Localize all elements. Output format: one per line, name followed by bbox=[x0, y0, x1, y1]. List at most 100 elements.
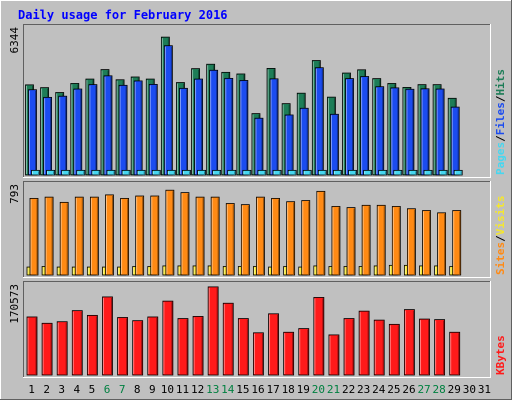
bar-kbytes-day-5-fill bbox=[86, 314, 98, 376]
bar-kbytes-day-15-fill bbox=[237, 318, 249, 376]
bar-kbytes-day-15 bbox=[237, 318, 249, 376]
bar-pages-day-24-fill bbox=[378, 169, 388, 176]
legend-separator: / bbox=[494, 235, 507, 242]
bar-kbytes-day-10 bbox=[162, 300, 174, 376]
bar-kbytes-day-6 bbox=[102, 296, 113, 376]
bar-pages-day-18-fill bbox=[287, 169, 297, 176]
bar-sites-day-12 bbox=[195, 196, 205, 276]
bar-kbytes-day-2 bbox=[41, 322, 53, 376]
bar-kbytes-day-16-fill bbox=[253, 332, 264, 376]
bar-sites-day-19 bbox=[301, 200, 311, 276]
bar-kbytes-day-24-fill bbox=[373, 319, 385, 376]
legend-separator: / bbox=[494, 135, 507, 142]
y-max-label: 170573 bbox=[8, 284, 21, 324]
bar-pages-day-1-fill bbox=[31, 169, 40, 176]
bar-sites-day-5 bbox=[89, 196, 99, 276]
legend-hits: Hits bbox=[494, 69, 507, 96]
x-tick-label-day-7: 7 bbox=[119, 383, 126, 396]
bar-files-day-26 bbox=[405, 88, 415, 176]
legend-kbytes: KBytes bbox=[494, 335, 507, 375]
bar-sites-day-24-fill bbox=[376, 204, 386, 276]
bar-pages-day-8-fill bbox=[136, 169, 146, 176]
bar-pages-day-8 bbox=[136, 169, 146, 176]
bars-kbytes bbox=[26, 286, 461, 376]
x-tick-label-day-20: 20 bbox=[312, 383, 325, 396]
bar-sites-day-11-fill bbox=[180, 192, 190, 276]
bar-pages-day-16 bbox=[257, 169, 267, 176]
bar-pages-day-27-fill bbox=[423, 169, 433, 176]
bar-kbytes-day-9 bbox=[147, 316, 159, 376]
x-tick-label-day-22: 22 bbox=[342, 383, 355, 396]
bar-files-day-16 bbox=[254, 117, 264, 176]
bar-pages-day-13 bbox=[212, 169, 222, 176]
x-tick-label-day-4: 4 bbox=[74, 383, 81, 396]
bar-pages-day-18 bbox=[287, 169, 297, 176]
bar-pages-day-20 bbox=[317, 169, 327, 176]
bar-sites-day-12-fill bbox=[195, 196, 205, 276]
bar-sites-day-3 bbox=[59, 201, 69, 276]
bar-pages-day-21 bbox=[333, 169, 342, 176]
x-tick-label-day-23: 23 bbox=[357, 383, 370, 396]
bar-kbytes-day-4-fill bbox=[71, 310, 83, 376]
bar-pages-day-7-fill bbox=[121, 169, 131, 176]
legend-files: Files bbox=[494, 102, 507, 135]
x-tick-label-day-15: 15 bbox=[236, 383, 249, 396]
bar-sites-day-13 bbox=[210, 196, 220, 276]
bar-sites-day-2-fill bbox=[44, 196, 54, 276]
bar-files-day-4 bbox=[73, 88, 83, 176]
bar-pages-day-25-fill bbox=[393, 169, 403, 176]
bar-sites-day-21-fill bbox=[331, 206, 341, 276]
bar-files-day-22 bbox=[345, 78, 354, 176]
bar-sites-day-22-fill bbox=[346, 207, 356, 276]
bar-kbytes-day-8 bbox=[132, 320, 144, 376]
legend-visits: Visits bbox=[494, 196, 507, 236]
series-legend: Sites/Visits bbox=[494, 196, 507, 276]
bar-files-day-9 bbox=[148, 83, 158, 176]
chart-title: Daily usage for February 2016 bbox=[18, 8, 228, 22]
bar-sites-day-28 bbox=[437, 212, 447, 276]
bar-sites-day-8 bbox=[135, 195, 145, 276]
bar-sites-day-25-fill bbox=[391, 206, 401, 276]
bar-pages-day-26 bbox=[408, 169, 418, 176]
panel-sites-visits: 793 Sites/Visits bbox=[8, 181, 507, 278]
bar-pages-day-12-fill bbox=[197, 169, 206, 176]
bar-sites-day-20 bbox=[316, 190, 326, 276]
bar-sites-day-6-fill bbox=[105, 194, 114, 276]
bar-sites-day-1 bbox=[29, 197, 39, 276]
bar-kbytes-day-14-fill bbox=[222, 302, 234, 376]
bar-pages-day-22-fill bbox=[348, 169, 357, 176]
bar-sites-day-28-fill bbox=[437, 212, 447, 276]
x-tick-label-day-21: 21 bbox=[327, 383, 340, 396]
bar-pages-day-9-fill bbox=[151, 169, 161, 176]
bar-sites-day-16-fill bbox=[256, 196, 265, 276]
x-tick-label-day-25: 25 bbox=[387, 383, 400, 396]
bar-kbytes-day-29-fill bbox=[449, 331, 461, 376]
bar-pages-day-5-fill bbox=[91, 169, 101, 176]
bar-sites-day-9-fill bbox=[150, 195, 160, 276]
bar-kbytes-day-3 bbox=[56, 321, 68, 376]
bar-files-day-25 bbox=[390, 87, 400, 176]
bar-kbytes-day-13-fill bbox=[207, 286, 219, 376]
x-tick-label-day-30: 30 bbox=[463, 383, 476, 396]
bar-sites-day-20-fill bbox=[316, 190, 326, 276]
bar-sites-day-17-fill bbox=[271, 197, 280, 276]
bar-kbytes-day-14 bbox=[222, 302, 234, 376]
legend-sites: Sites bbox=[494, 242, 507, 275]
bar-sites-day-1-fill bbox=[29, 197, 39, 276]
bar-kbytes-day-17 bbox=[268, 313, 279, 376]
bar-kbytes-day-25-fill bbox=[388, 323, 400, 376]
bar-sites-day-7-fill bbox=[120, 197, 129, 276]
bar-kbytes-day-28 bbox=[434, 319, 446, 376]
bar-kbytes-day-7 bbox=[117, 317, 128, 376]
bar-kbytes-day-21 bbox=[328, 334, 340, 376]
bar-pages-day-23-fill bbox=[363, 169, 373, 176]
bar-sites-day-6 bbox=[105, 194, 114, 276]
bar-pages-day-4 bbox=[76, 169, 86, 176]
bar-pages-day-10 bbox=[166, 169, 176, 176]
bar-kbytes-day-27 bbox=[419, 318, 430, 376]
legend-separator: / bbox=[494, 95, 507, 102]
bar-pages-day-1 bbox=[31, 169, 40, 176]
x-tick-label-day-8: 8 bbox=[134, 383, 141, 396]
bar-sites-day-24 bbox=[376, 204, 386, 276]
